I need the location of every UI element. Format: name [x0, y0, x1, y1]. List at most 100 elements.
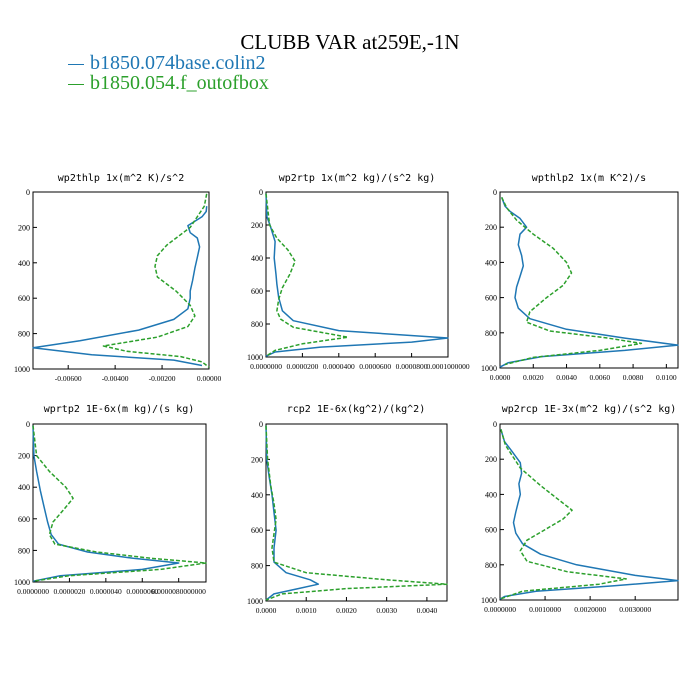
panel-4-ytick-label: 400 — [18, 483, 30, 492]
panel-5-xtick-label: 0.0020 — [336, 606, 357, 615]
panel-4-ytick-label: 200 — [18, 452, 30, 461]
panel-3: wpthlp2 1x(m K^2)/s020040060080010000.00… — [481, 173, 679, 382]
panel-5-series-2-line — [265, 425, 448, 601]
panel-6-xtick-label: 0.0020000 — [574, 605, 606, 614]
panel-1-xtick-label: -0.00400 — [102, 374, 129, 383]
panel-3-xtick-label: 0.0080 — [623, 373, 644, 382]
panel-2-ytick-label: 600 — [251, 287, 263, 296]
panel-1-ytick-label: 600 — [18, 294, 30, 303]
panel-4-series-2-line — [32, 425, 207, 582]
panel-2-frame — [265, 191, 449, 358]
panel-5-ytick-label: 1000 — [247, 597, 263, 606]
legend-entry-series-1: b1850.074base.colin2 — [68, 53, 269, 73]
panel-2-ytick-label: 200 — [251, 221, 263, 230]
panel-5-ytick-label: 600 — [251, 526, 263, 535]
panel-1-series-1-line — [32, 206, 208, 367]
panel-5: rcp2 1E-6x(kg^2)/(kg^2) 0 200 400 600 800 1000… — [247, 404, 448, 615]
legend-label-series-1: b1850.074base.colin2 — [90, 52, 266, 74]
panel-2-xtick-label: 0.0000800 — [396, 362, 428, 371]
panel-3-ytick-label: 800 — [485, 329, 497, 338]
legend-entry-series-2: b1850.054.f_outofbox — [68, 73, 269, 93]
panel-2-ytick-label: 800 — [251, 320, 263, 329]
panel-5-ytick-label: 400 — [251, 491, 263, 500]
panel-6-ytick-label: 1000 — [481, 596, 497, 605]
panel-5-ytick-label: 800 — [251, 562, 263, 571]
panel-5-title: rcp2 1E-6x(kg^2)/(kg^2) — [287, 404, 425, 415]
panel-3-ytick-label: 400 — [485, 258, 497, 267]
panel-4-ytick-label: 600 — [18, 515, 30, 524]
panel-6-title: wp2rcp 1E-3x(m^2 kg)/(s^2 kg) — [502, 404, 677, 415]
panel-2-xtick-label: 0.0000200 — [286, 362, 318, 371]
panel-3-ytick-label: 200 — [485, 223, 497, 232]
legend: b1850.074base.colin2 b1850.054.f_outofbo… — [68, 53, 269, 93]
panel-2-xtick-label: 0.0000000 — [250, 362, 282, 371]
legend-swatch-series-2 — [68, 83, 84, 85]
panel-1-ytick-label: 0 — [26, 188, 30, 197]
panel-1-xtick-label: -0.00600 — [55, 374, 82, 383]
panel-6-series-2-line — [499, 429, 627, 600]
panel-3-series-2-line — [501, 196, 643, 366]
panel-3-title: wpthlp2 1x(m K^2)/s — [532, 173, 646, 184]
panel-5-xtick-label: 0.0040 — [417, 606, 438, 615]
panel-1-xtick-label: -0.00200 — [149, 374, 176, 383]
panel-4-title: wprtp2 1E-6x(m kg)/(s kg) — [44, 404, 195, 415]
panel-5-ytick-label: 200 — [251, 455, 263, 464]
panel-4-ytick-label: 0 — [26, 420, 30, 429]
panel-4-xtick-label: 0.0000000 — [17, 587, 49, 596]
panel-5-xtick-label: 0.0010 — [296, 606, 317, 615]
panel-3-xtick-label: 0.0100 — [656, 373, 677, 382]
panel-2-ytick-label: 400 — [251, 254, 263, 263]
panel-6-xtick-label: 0.0010000 — [529, 605, 561, 614]
panel-6-xtick-label: 0.0000000 — [484, 605, 516, 614]
panel-2: wp2rtp 1x(m^2 kg)/(s^2 kg) 0 200 400 600 800 1… — [247, 173, 470, 371]
panel-2-title: wp2rtp 1x(m^2 kg)/(s^2 kg) — [279, 173, 436, 184]
panel-1-ytick-label: 200 — [18, 223, 30, 232]
panel-6-ytick-label: 200 — [485, 455, 497, 464]
panel-3-ytick-label: 1000 — [481, 364, 497, 373]
panel-6-ytick-label: 800 — [485, 561, 497, 570]
panel-6-ytick-label: 400 — [485, 490, 497, 499]
figure-title: CLUBB VAR at259E,-1N — [240, 30, 460, 54]
panel-3-xtick-label: 0.0000 — [490, 373, 511, 382]
panel-1: wp2thlp 1x(m^2 K)/s^2 0 200 400 600 800 1000 -0… — [14, 173, 221, 383]
panel-3-xtick-label: 0.0020 — [523, 373, 544, 382]
panel-1-ytick-label: 800 — [18, 330, 30, 339]
panel-4-ytick-label: 800 — [18, 546, 30, 555]
panel-3-xtick-label: 0.0060 — [590, 373, 611, 382]
panel-5-xtick-label: 0.0030 — [376, 606, 397, 615]
panel-4-series-1-line — [32, 425, 180, 582]
panel-1-ytick-label: 1000 — [14, 365, 30, 374]
panel-2-series-2-line — [265, 193, 349, 357]
panel-6-ytick-label: 0 — [493, 420, 497, 429]
panel-4-xtick-label: 0.0000080000000 — [151, 587, 206, 596]
panel-2-xtick-label: 0.0000400 — [323, 362, 355, 371]
panel-5-frame — [265, 423, 448, 602]
panel-3-ytick-label: 0 — [493, 188, 497, 197]
panel-2-series-1-line — [265, 193, 449, 357]
panel-1-frame — [32, 191, 210, 370]
panel-5-xtick-label: 0.0000 — [256, 606, 277, 615]
panel-6-frame — [499, 423, 679, 601]
panel-2-xtick-label: 0.0001000000 — [426, 362, 469, 371]
panel-6: wp2rcp 1E-3x(m^2 kg)/(s^2 kg) 0 200 400 600 8… — [481, 404, 679, 614]
panel-4-xtick-label: 0.0000060 — [126, 587, 158, 596]
panel-3-series-1-line — [499, 197, 679, 368]
panel-4-xtick-label: 0.0000040 — [90, 587, 122, 596]
panel-5-ytick-label: 0 — [259, 420, 263, 429]
panel-4-xtick-label: 0.0000020 — [53, 587, 85, 596]
panel-1-title: wp2thlp 1x(m^2 K)/s^2 — [58, 173, 184, 184]
panel-4-frame — [32, 423, 207, 583]
panel-2-ytick-label: 0 — [259, 188, 263, 197]
panel-4-ytick-label: 1000 — [14, 578, 30, 587]
panel-1-xtick-label: 0.00000 — [197, 374, 222, 383]
panel-6-xtick-label: 0.0030000 — [619, 605, 651, 614]
panel-4: wprtp2 1E-6x(m kg)/(s kg) 0 200 400 600 800 10… — [14, 404, 207, 596]
panel-3-frame — [499, 191, 679, 369]
legend-label-series-2: b1850.054.f_outofbox — [90, 72, 269, 94]
panel-2-ytick-label: 1000 — [247, 353, 263, 362]
legend-swatch-series-1 — [68, 63, 84, 65]
panel-3-xtick-label: 0.0040 — [556, 373, 577, 382]
panel-3-ytick-label: 600 — [485, 294, 497, 303]
